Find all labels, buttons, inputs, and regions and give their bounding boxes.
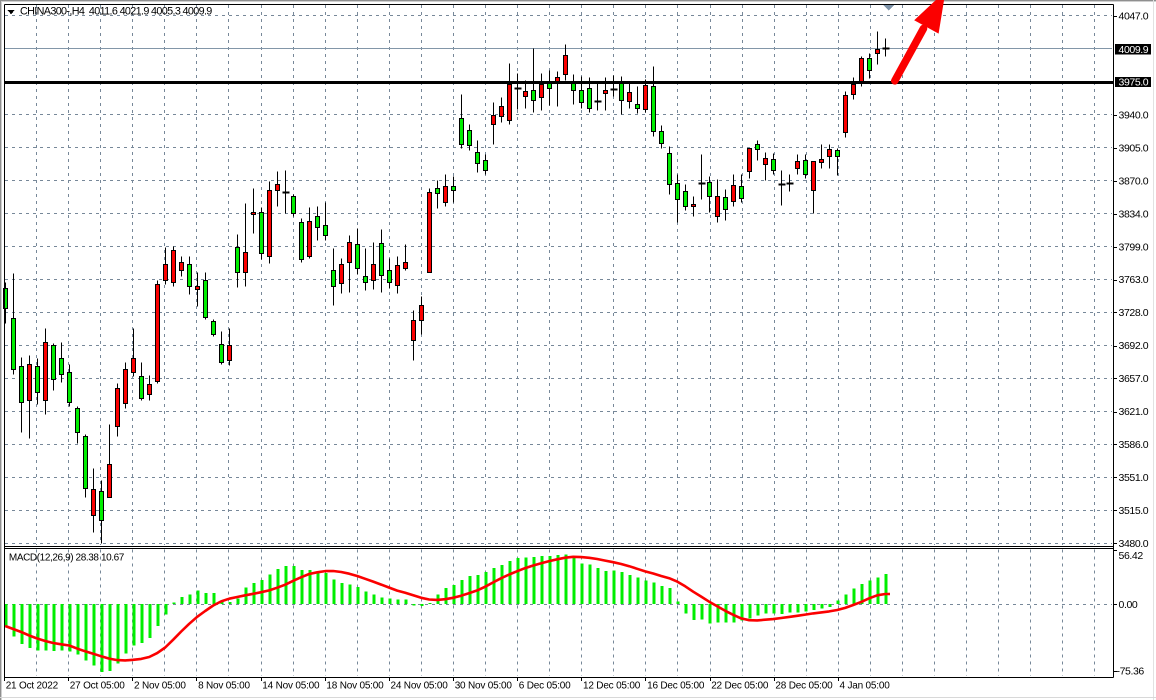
svg-text:18 Nov 05:00: 18 Nov 05:00 bbox=[326, 680, 384, 691]
svg-text:3728.0: 3728.0 bbox=[1119, 307, 1149, 319]
svg-text:3905.0: 3905.0 bbox=[1119, 142, 1149, 154]
svg-text:3799.0: 3799.0 bbox=[1119, 241, 1149, 253]
svg-text:22 Dec 05:00: 22 Dec 05:00 bbox=[711, 680, 769, 691]
svg-text:3870.0: 3870.0 bbox=[1119, 175, 1149, 187]
svg-text:12 Dec 05:00: 12 Dec 05:00 bbox=[583, 680, 641, 691]
svg-text:30 Nov 05:00: 30 Nov 05:00 bbox=[455, 680, 513, 691]
svg-text:3515.0: 3515.0 bbox=[1119, 505, 1149, 517]
svg-text:6 Dec 05:00: 6 Dec 05:00 bbox=[519, 680, 571, 691]
svg-text:3621.0: 3621.0 bbox=[1119, 406, 1149, 418]
svg-text:14 Nov 05:00: 14 Nov 05:00 bbox=[262, 680, 320, 691]
svg-text:3975.0: 3975.0 bbox=[1119, 77, 1149, 89]
svg-text:CHINA300-,H4 4011.6 4021.9 40: CHINA300-,H4 4011.6 4021.9 4005.3 4009.9 bbox=[20, 5, 212, 17]
svg-text:0.00: 0.00 bbox=[1119, 599, 1138, 611]
svg-text:MACD(12,26,9) 28.38 10.67: MACD(12,26,9) 28.38 10.67 bbox=[9, 553, 125, 564]
svg-text:3480.0: 3480.0 bbox=[1119, 538, 1149, 550]
svg-text:3657.0: 3657.0 bbox=[1119, 373, 1149, 385]
svg-text:4009.9: 4009.9 bbox=[1119, 44, 1149, 56]
svg-text:3692.0: 3692.0 bbox=[1119, 340, 1149, 352]
svg-text:3940.0: 3940.0 bbox=[1119, 109, 1149, 121]
svg-text:-75.36: -75.36 bbox=[1117, 666, 1145, 678]
svg-text:2 Nov 05:00: 2 Nov 05:00 bbox=[134, 680, 186, 691]
svg-text:4 Jan 05:00: 4 Jan 05:00 bbox=[840, 680, 891, 691]
svg-text:3551.0: 3551.0 bbox=[1119, 472, 1149, 484]
svg-text:21 Oct 2022: 21 Oct 2022 bbox=[6, 680, 59, 691]
svg-text:16 Dec 05:00: 16 Dec 05:00 bbox=[647, 680, 705, 691]
svg-text:3763.0: 3763.0 bbox=[1119, 274, 1149, 286]
svg-text:24 Nov 05:00: 24 Nov 05:00 bbox=[391, 680, 449, 691]
svg-text:8 Nov 05:00: 8 Nov 05:00 bbox=[198, 680, 250, 691]
svg-text:3834.0: 3834.0 bbox=[1119, 208, 1149, 220]
svg-text:27 Oct 05:00: 27 Oct 05:00 bbox=[70, 680, 125, 691]
svg-text:28 Dec 05:00: 28 Dec 05:00 bbox=[775, 680, 833, 691]
svg-text:56.42: 56.42 bbox=[1119, 550, 1144, 562]
svg-text:3586.0: 3586.0 bbox=[1119, 439, 1149, 451]
svg-text:4047.0: 4047.0 bbox=[1119, 10, 1149, 22]
